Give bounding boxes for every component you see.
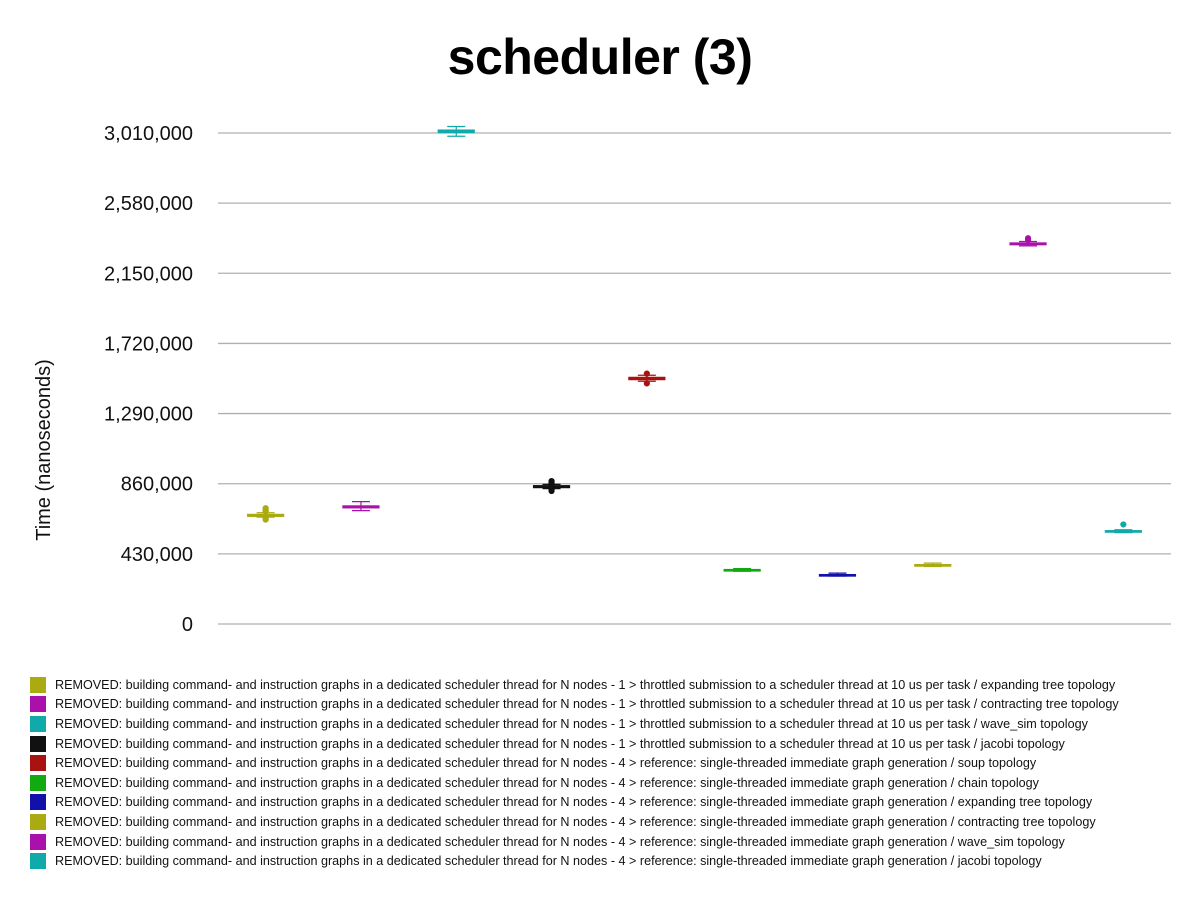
legend-swatch: [30, 774, 46, 791]
legend-item: REMOVED: building command- and instructi…: [30, 695, 1195, 715]
legend-item: REMOVED: building command- and instructi…: [30, 734, 1195, 754]
outlier-point: [643, 380, 650, 387]
box-series-1: [247, 505, 285, 523]
y-tick-label: 1,290,000: [104, 404, 193, 426]
legend-label: REMOVED: building command- and instructi…: [55, 677, 1116, 692]
legend-label: REMOVED: building command- and instructi…: [55, 697, 1119, 712]
legend-item: REMOVED: building command- and instructi…: [30, 714, 1195, 734]
y-tick-label: 430,000: [121, 544, 193, 566]
outlier-point: [262, 505, 269, 512]
legend-label: REMOVED: building command- and instructi…: [55, 834, 1065, 849]
outlier-point: [548, 478, 555, 485]
box-series-3: [437, 125, 475, 137]
y-tick-label: 3,010,000: [104, 123, 193, 145]
legend-label: REMOVED: building command- and instructi…: [55, 736, 1065, 751]
legend-item: REMOVED: building command- and instructi…: [30, 675, 1195, 695]
legend-swatch: [30, 833, 46, 850]
outlier-point: [1024, 235, 1032, 242]
legend-swatch: [30, 813, 46, 830]
box-series-9: [1009, 235, 1047, 247]
box-series-7: [818, 572, 857, 577]
y-axis-label: Time (nanoseconds): [33, 359, 55, 541]
y-tick-label: 860,000: [121, 474, 193, 496]
legend-label: REMOVED: building command- and instructi…: [55, 795, 1093, 810]
legend-item: REMOVED: building command- and instructi…: [30, 851, 1195, 871]
legend-item: REMOVED: building command- and instructi…: [30, 753, 1195, 773]
outlier-point: [262, 515, 269, 522]
legend-swatch: [30, 755, 46, 772]
legend-label: REMOVED: building command- and instructi…: [55, 854, 1042, 869]
y-tick-label: 2,580,000: [104, 193, 193, 215]
legend-item: REMOVED: building command- and instructi…: [30, 812, 1195, 832]
legend-swatch: [30, 676, 46, 693]
legend-item: REMOVED: building command- and instructi…: [30, 773, 1195, 793]
chart-title: scheduler (3): [447, 29, 753, 85]
box-series-10: [1104, 521, 1142, 534]
outlier-point: [643, 370, 650, 377]
legend-item: REMOVED: building command- and instructi…: [30, 832, 1195, 852]
legend-swatch: [30, 735, 46, 752]
outlier-point: [1120, 521, 1127, 528]
box-series-2: [342, 501, 380, 512]
legend-label: REMOVED: building command- and instructi…: [55, 775, 1039, 790]
legend-label: REMOVED: building command- and instructi…: [55, 814, 1096, 829]
legend-label: REMOVED: building command- and instructi…: [55, 756, 1037, 771]
chart-plot: 0 430,000 860,000 1,290,000 1,720,000 2,150,0…: [33, 123, 1171, 636]
y-tick-label: 2,150,000: [104, 263, 193, 285]
legend-swatch: [30, 696, 46, 713]
legend-label: REMOVED: building command- and instructi…: [55, 716, 1088, 731]
y-tick-label: 1,720,000: [104, 333, 193, 355]
legend-swatch: [30, 715, 46, 732]
box-series-8: [914, 562, 952, 568]
legend-item: REMOVED: building command- and instructi…: [30, 793, 1195, 813]
legend-swatch: [30, 853, 46, 870]
box-series-6: [723, 567, 761, 572]
box-series-4: [532, 478, 571, 495]
legend-swatch: [30, 794, 46, 811]
legend: REMOVED: building command- and instructi…: [30, 675, 1195, 871]
box-series-5: [628, 370, 666, 387]
y-tick-label: 0: [182, 614, 193, 636]
